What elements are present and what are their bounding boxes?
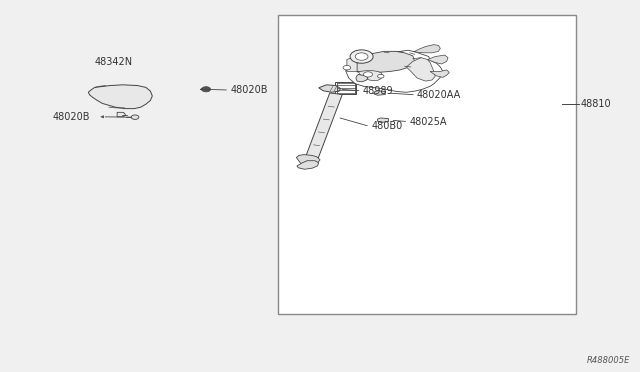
Polygon shape: [406, 58, 435, 81]
Circle shape: [350, 50, 373, 63]
Circle shape: [131, 115, 139, 119]
Polygon shape: [347, 56, 366, 71]
Polygon shape: [413, 45, 440, 53]
Text: 48989: 48989: [363, 86, 394, 96]
Text: 48020B: 48020B: [52, 112, 90, 122]
Polygon shape: [346, 50, 443, 92]
Polygon shape: [117, 112, 125, 117]
Polygon shape: [305, 93, 342, 159]
Polygon shape: [430, 70, 449, 77]
Polygon shape: [357, 51, 415, 72]
Polygon shape: [378, 118, 388, 122]
Polygon shape: [296, 155, 320, 165]
Circle shape: [343, 65, 351, 70]
Bar: [278, 15, 576, 314]
Text: 480B0: 480B0: [371, 122, 403, 131]
Text: 48020B: 48020B: [230, 85, 268, 95]
Circle shape: [364, 72, 372, 77]
Circle shape: [355, 53, 368, 60]
Polygon shape: [428, 55, 448, 64]
Text: 48810: 48810: [580, 99, 611, 109]
Polygon shape: [88, 85, 152, 109]
Text: 48020AA: 48020AA: [417, 90, 461, 100]
Circle shape: [202, 87, 211, 92]
Polygon shape: [319, 85, 340, 92]
Polygon shape: [357, 71, 383, 81]
Polygon shape: [374, 91, 385, 95]
Text: 48025A: 48025A: [410, 117, 447, 126]
Text: R488005E: R488005E: [587, 356, 630, 365]
Polygon shape: [356, 74, 368, 82]
Polygon shape: [297, 161, 319, 169]
Circle shape: [378, 74, 384, 78]
Text: 48342N: 48342N: [95, 58, 133, 67]
